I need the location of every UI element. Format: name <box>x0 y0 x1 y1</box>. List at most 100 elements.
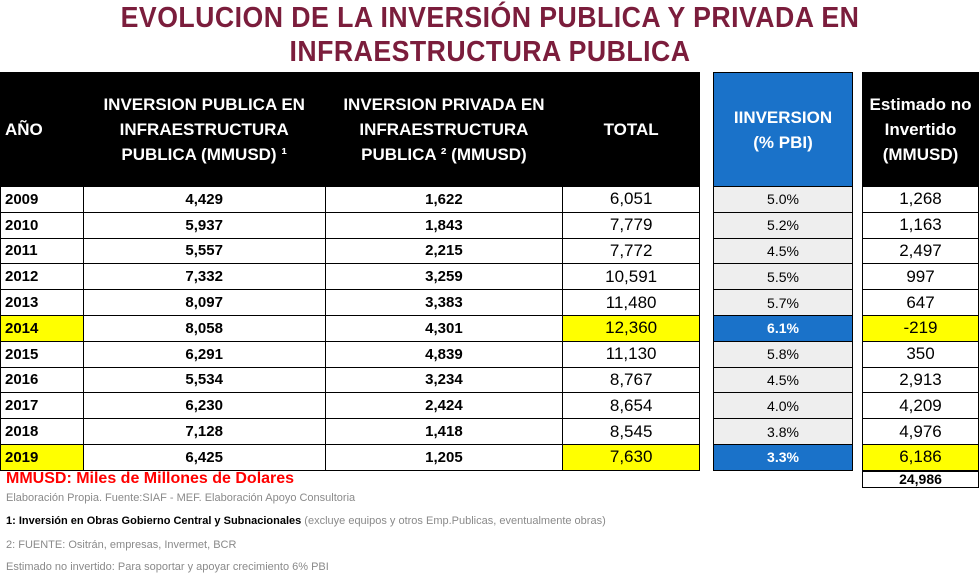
pbi-cell: 5.7% <box>713 289 853 316</box>
public-cell: 6,291 <box>82 340 326 368</box>
header-year: AÑO <box>0 72 84 187</box>
estimated-cell: 1,163 <box>862 211 979 239</box>
header-public: INVERSION PUBLICA EN INFRAESTRUCTURA PUB… <box>82 72 326 187</box>
estimated-row: 997 <box>862 263 979 291</box>
public-cell: 7,128 <box>82 418 326 445</box>
pbi-row: 5.0% <box>713 186 853 213</box>
private-cell: 1,622 <box>324 186 564 213</box>
estimated-row: 4,976 <box>862 418 979 445</box>
public-cell: 5,937 <box>82 211 326 239</box>
header-pbi: IINVERSION (% PBI) <box>713 72 853 187</box>
pbi-cell: 4.0% <box>713 392 853 420</box>
public-cell: 7,332 <box>82 263 326 291</box>
estimated-cell: 2,913 <box>862 366 979 394</box>
private-cell: 1,843 <box>324 211 564 239</box>
estimated-cell: 997 <box>862 263 979 291</box>
estimated-cell: 6,186 <box>862 443 979 471</box>
total-cell: 7,772 <box>562 237 700 265</box>
pbi-cell: 3.3% <box>713 443 853 471</box>
private-cell: 1,418 <box>324 418 564 445</box>
year-cell: 2015 <box>0 340 84 368</box>
year-cell: 2016 <box>0 366 84 394</box>
year-cell: 2018 <box>0 418 84 445</box>
private-cell: 3,259 <box>324 263 564 291</box>
private-cell: 3,234 <box>324 366 564 394</box>
total-cell: 7,779 <box>562 211 700 239</box>
year-cell: 2009 <box>0 186 84 213</box>
year-cell: 2017 <box>0 392 84 420</box>
total-cell: 8,545 <box>562 418 700 445</box>
year-cell: 2014 <box>0 314 84 342</box>
table-row: 2017 6,230 2,424 8,654 <box>0 392 700 420</box>
table-row: 2018 7,128 1,418 8,545 <box>0 418 700 445</box>
header-private: INVERSION PRIVADA EN INFRAESTRUCTURA PUB… <box>324 72 564 187</box>
estimated-row: 350 <box>862 340 979 368</box>
pbi-table: IINVERSION (% PBI) 5.0% 5.2% 4.5% 5.5% 5.7% 6… <box>713 72 853 471</box>
estimated-table: Estimado no Invertido (MMUSD) 1,268 1,163… <box>862 72 979 471</box>
public-cell: 5,557 <box>82 237 326 265</box>
estimated-row: 647 <box>862 289 979 316</box>
private-cell: 4,839 <box>324 340 564 368</box>
estimated-row: 1,268 <box>862 186 979 213</box>
pbi-row: 5.5% <box>713 263 853 291</box>
public-cell: 8,058 <box>82 314 326 342</box>
table-row: 2013 8,097 3,383 11,480 <box>0 289 700 316</box>
source-note: Elaboración Propia. Fuente:SIAF - MEF. E… <box>6 492 356 504</box>
private-cell: 1,205 <box>324 443 564 471</box>
table-row: 2015 6,291 4,839 11,130 <box>0 340 700 368</box>
pbi-row: 4.0% <box>713 392 853 420</box>
estimated-cell: 2,497 <box>862 237 979 265</box>
estimated-row: 4,209 <box>862 392 979 420</box>
pbi-cell: 5.5% <box>713 263 853 291</box>
pbi-cell: 5.2% <box>713 211 853 239</box>
footnote-1: 1: Inversión en Obras Gobierno Central y… <box>6 515 606 527</box>
table-row: 2010 5,937 1,843 7,779 <box>0 211 700 239</box>
estimated-cell: 4,209 <box>862 392 979 420</box>
header-estimated: Estimado no Invertido (MMUSD) <box>862 72 979 187</box>
total-cell: 12,360 <box>562 314 700 342</box>
estimated-row: 6,186 <box>862 443 979 471</box>
total-cell: 11,130 <box>562 340 700 368</box>
pbi-cell: 5.0% <box>713 186 853 213</box>
pbi-row: 4.5% <box>713 366 853 394</box>
pbi-row: 5.8% <box>713 340 853 368</box>
private-cell: 3,383 <box>324 289 564 316</box>
private-cell: 2,424 <box>324 392 564 420</box>
pbi-cell: 3.8% <box>713 418 853 445</box>
title-line-1: EVOLUCION DE LA INVERSIÓN PUBLICA Y PRIV… <box>120 2 860 34</box>
investment-table: AÑO INVERSION PUBLICA EN INFRAESTRUCTURA… <box>0 72 700 471</box>
estimated-row: -219 <box>862 314 979 342</box>
footnote-1-bold: 1: Inversión en Obras Gobierno Central y… <box>6 515 302 527</box>
private-cell: 2,215 <box>324 237 564 265</box>
public-cell: 6,230 <box>82 392 326 420</box>
estimated-row: 1,163 <box>862 211 979 239</box>
table-row: 2011 5,557 2,215 7,772 <box>0 237 700 265</box>
estimated-cell: 1,268 <box>862 186 979 213</box>
estimated-row: 2,913 <box>862 366 979 394</box>
year-cell: 2019 <box>0 443 84 471</box>
header-total: TOTAL <box>562 72 700 187</box>
table-row: 2016 5,534 3,234 8,767 <box>0 366 700 394</box>
year-cell: 2013 <box>0 289 84 316</box>
footnote-2: 2: FUENTE: Ositrán, empresas, Invermet, … <box>6 539 237 551</box>
total-cell: 8,654 <box>562 392 700 420</box>
public-cell: 5,534 <box>82 366 326 394</box>
title-line-2: INFRAESTRUCTURA PUBLICA <box>289 36 691 68</box>
public-cell: 6,425 <box>82 443 326 471</box>
pbi-cell: 4.5% <box>713 366 853 394</box>
pbi-row: 5.7% <box>713 289 853 316</box>
year-cell: 2012 <box>0 263 84 291</box>
private-cell: 4,301 <box>324 314 564 342</box>
total-cell: 11,480 <box>562 289 700 316</box>
table-row: 2019 6,425 1,205 7,630 <box>0 443 700 471</box>
public-cell: 4,429 <box>82 186 326 213</box>
pbi-row: 6.1% <box>713 314 853 342</box>
total-cell: 8,767 <box>562 366 700 394</box>
year-cell: 2011 <box>0 237 84 265</box>
unit-note: MMUSD: Miles de Millones de Dolares <box>6 470 295 487</box>
estimated-cell: 4,976 <box>862 418 979 445</box>
total-cell: 6,051 <box>562 186 700 213</box>
table-row: 2009 4,429 1,622 6,051 <box>0 186 700 213</box>
pbi-row: 3.8% <box>713 418 853 445</box>
table-row: 2012 7,332 3,259 10,591 <box>0 263 700 291</box>
